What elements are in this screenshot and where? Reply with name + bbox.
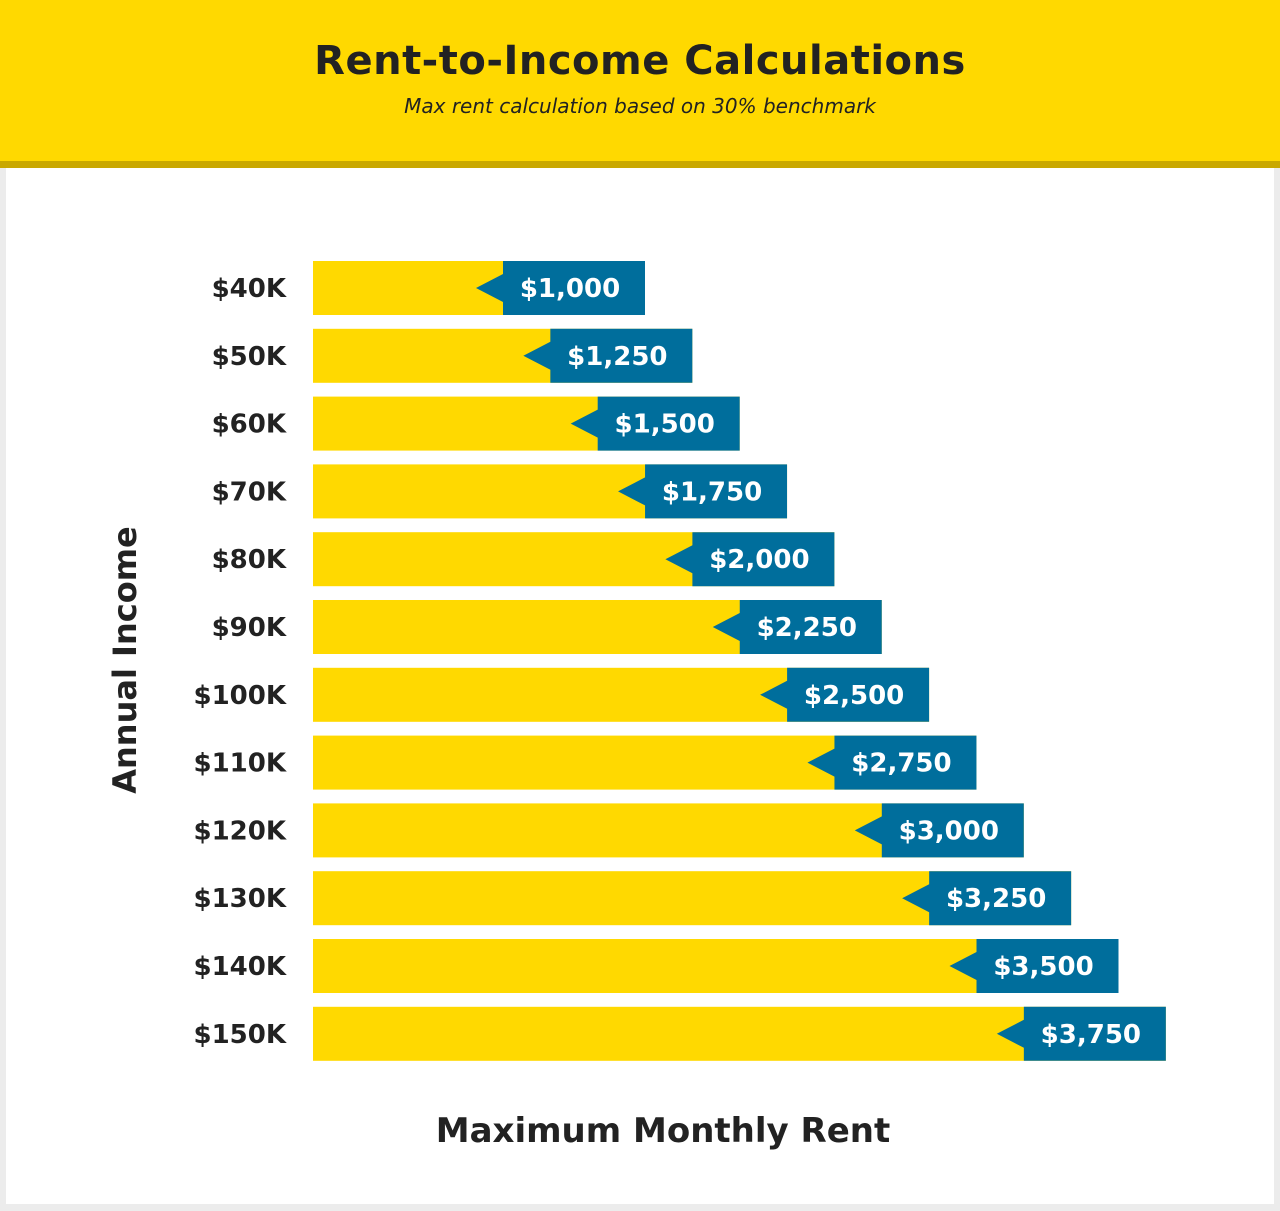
value-tag-11 [996,1006,1166,1061]
category-label-7: $110K [193,749,286,779]
value-tag-7 [807,735,977,790]
value-tag-9 [902,871,1072,926]
value-tag-8 [854,803,1024,858]
category-label-2: $60K [212,410,287,440]
data-label-4: $2,000 [709,545,809,575]
value-tag-6 [760,667,930,722]
data-label-7: $2,750 [851,749,951,779]
data-label-1: $1,250 [567,342,667,372]
data-label-11: $3,750 [1041,1020,1141,1050]
chart-title: Rent-to-Income Calculations [314,38,966,84]
value-tag-4 [665,532,835,587]
value-tag-3 [618,464,788,519]
value-tag-0 [476,261,645,315]
value-tag-10 [949,939,1119,993]
x-axis-label: Maximum Monthly Rent [436,1111,890,1151]
category-label-8: $120K [193,816,286,846]
category-label-10: $140K [193,952,286,982]
data-label-9: $3,250 [946,884,1046,914]
data-label-3: $1,750 [662,477,762,507]
category-label-11: $150K [193,1020,286,1050]
header-banner: Rent-to-Income Calculations Max rent cal… [0,0,1280,168]
category-label-4: $80K [212,545,287,575]
data-label-0: $1,000 [520,274,620,304]
data-label-8: $3,000 [899,816,999,846]
category-label-3: $70K [212,477,287,507]
data-label-5: $2,250 [757,613,857,643]
data-label-10: $3,500 [993,952,1093,982]
value-tag-5 [712,600,882,654]
category-label-0: $40K [212,274,287,304]
value-tag-1 [523,328,693,383]
value-tag-2 [570,396,740,451]
data-label-2: $1,500 [615,410,715,440]
category-label-6: $100K [193,681,286,711]
category-label-9: $130K [193,884,286,914]
chart-subtitle: Max rent calculation based on 30% benchm… [404,94,876,118]
category-label-5: $90K [212,613,287,643]
category-label-1: $50K [212,342,287,372]
y-axis-label: Annual Income [106,526,144,794]
data-label-6: $2,500 [804,681,904,711]
